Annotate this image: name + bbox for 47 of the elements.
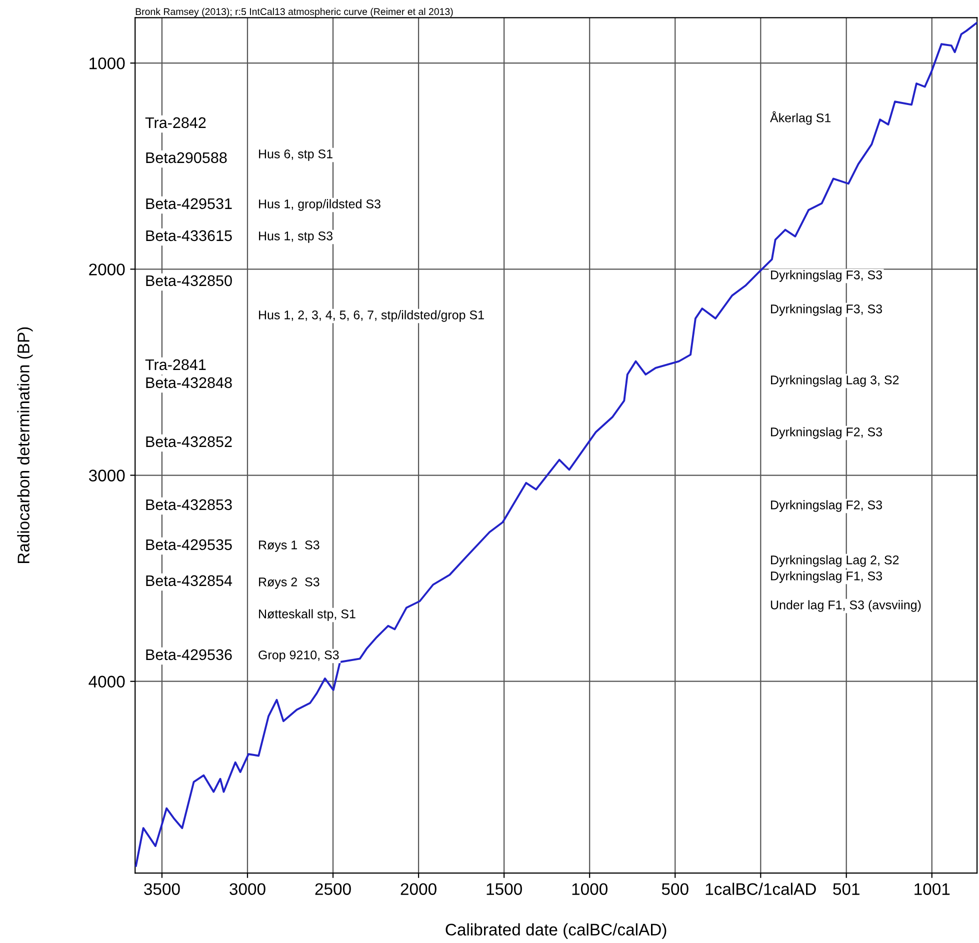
y-axis-title: Radiocarbon determination (BP) xyxy=(17,327,33,564)
annotation: Hus 1, stp S3 xyxy=(259,232,332,243)
annotation: Åkerlag S1 xyxy=(770,111,831,125)
x-tick-label: 1500 xyxy=(486,883,522,895)
y-tick-label: 4000 xyxy=(88,676,125,688)
annotation: Nøtteskall stp, S1 xyxy=(259,609,356,621)
annotation: Beta-432848 xyxy=(146,377,232,388)
annotation: Hus 1, grop/ildsted S3 xyxy=(259,199,380,211)
annotation: Grop 9210, S3 xyxy=(258,650,339,662)
annotation: Under lag F1, S3 (avsviing) xyxy=(770,600,921,612)
annotation: Røys 2 S3 xyxy=(259,578,320,589)
x-tick-label: 2500 xyxy=(315,883,351,895)
annotation: Beta-432850 xyxy=(146,275,232,286)
chart-title: Bronk Ramsey (2013); r:5 IntCal13 atmospheric curve (Reimer et al 2013) xyxy=(136,8,453,17)
annotation: Hus 1, 2, 3, 4, 5, 6, 7, stp/ildsted/grop S1 xyxy=(259,310,484,322)
annotation: Røys 1 S3 xyxy=(259,540,320,552)
x-tick-label: 500 xyxy=(662,883,688,895)
x-axis-title: Calibrated date (calBC/calAD) xyxy=(446,923,666,939)
x-tick-label: 3000 xyxy=(230,883,266,895)
annotation: Dyrkningslag F1, S3 xyxy=(771,571,882,583)
annotation: Beta-429535 xyxy=(146,539,232,550)
annotation: Dyrkningslag F2, S3 xyxy=(771,427,882,439)
x-tick-label: 1calBC/1calAD xyxy=(706,882,816,895)
y-tick-label: 2000 xyxy=(89,264,125,276)
annotation: Beta-432852 xyxy=(146,436,232,448)
annotation: Dyrkningslag Lag 3, S2 xyxy=(771,375,899,387)
annotation: Beta-432853 xyxy=(146,499,232,510)
annotation: Dyrkningslag F2, S3 xyxy=(771,500,882,512)
x-tick-label: 1001 xyxy=(914,883,950,895)
annotation: Beta-432854 xyxy=(146,575,232,586)
annotation: Dyrkningslag F3, S3 xyxy=(771,304,882,316)
annotation: Beta-429531 xyxy=(146,198,232,210)
y-tick-label: 1000 xyxy=(90,57,125,70)
annotation: Tra-2841 xyxy=(145,359,206,370)
x-tick-label: 3500 xyxy=(144,883,180,895)
x-tick-label: 501 xyxy=(833,883,860,895)
annotation: Dyrkningslag Lag 2, S2 xyxy=(771,555,899,567)
annotation: Tra-2842 xyxy=(145,117,206,128)
annotation: Beta-433615 xyxy=(146,230,232,242)
x-tick-label: 1000 xyxy=(572,883,608,895)
annotation: Beta-429536 xyxy=(146,649,232,660)
line-series xyxy=(135,22,978,867)
annotation: Dyrkningslag F3, S3 xyxy=(771,270,882,282)
y-tick-label: 3000 xyxy=(88,470,125,482)
annotation: Hus 6, stp S1 xyxy=(259,150,332,161)
annotation: Beta290588 xyxy=(146,152,227,164)
x-tick-label: 2000 xyxy=(400,883,436,895)
